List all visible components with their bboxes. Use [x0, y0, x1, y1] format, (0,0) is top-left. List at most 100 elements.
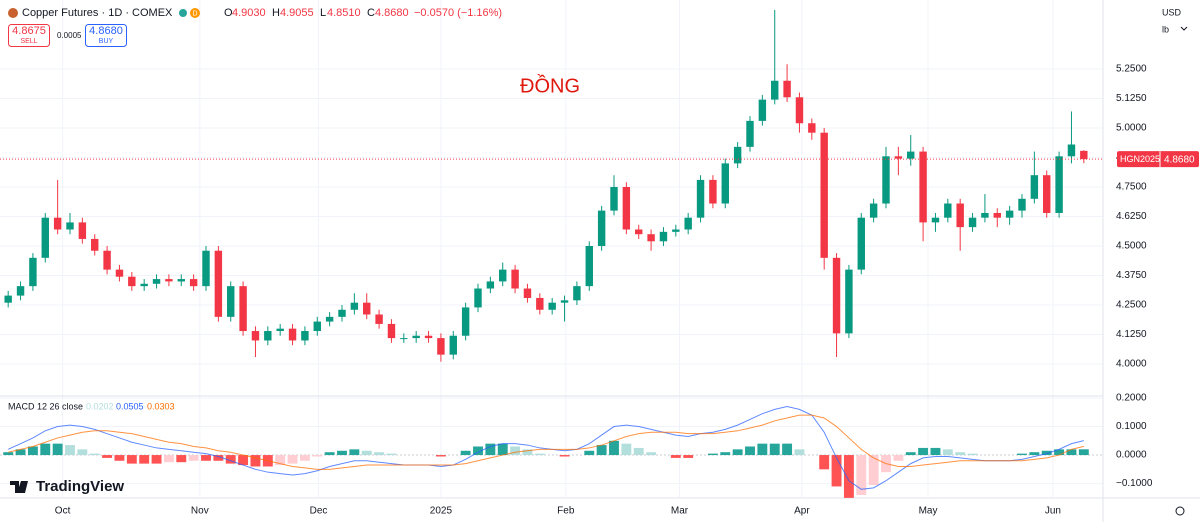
- candle-body: [956, 203, 964, 228]
- candle-body: [115, 269, 124, 277]
- candle-body: [338, 309, 346, 317]
- candle-body: [91, 238, 99, 251]
- candle-body: [499, 269, 507, 282]
- candle-body: [412, 335, 420, 339]
- candle-body: [140, 283, 148, 287]
- macd-tick-label: 0.1000: [1116, 421, 1147, 432]
- low-value: 4.8510: [327, 7, 361, 19]
- candle-body: [573, 286, 581, 301]
- histogram-bar: [435, 455, 446, 457]
- candle-body: [919, 151, 927, 223]
- close-value: 4.8680: [375, 7, 409, 19]
- histogram-bar: [559, 455, 570, 457]
- histogram-bar: [201, 455, 211, 461]
- candle-body: [227, 286, 235, 317]
- x-tick-label: Oct: [55, 506, 71, 517]
- candle-body: [548, 302, 556, 310]
- candle-body: [696, 179, 705, 218]
- candle-body: [622, 186, 631, 230]
- histogram-bar: [52, 443, 63, 456]
- sell-label: SELL: [20, 38, 37, 45]
- histogram-bar: [225, 455, 236, 464]
- x-tick-label: Feb: [557, 506, 575, 517]
- histogram-bar: [485, 443, 496, 456]
- histogram-bar: [176, 455, 187, 463]
- histogram-bar: [126, 455, 137, 464]
- settings-icon[interactable]: [1175, 506, 1185, 516]
- unit-caret: [1180, 26, 1188, 31]
- macd-tick-label: 0.2000: [1116, 393, 1147, 404]
- candle-body: [177, 279, 185, 282]
- brand-logo: [10, 481, 28, 493]
- sell-price: 4.8675: [12, 25, 46, 37]
- candle-body: [672, 229, 680, 232]
- histogram-bar: [361, 450, 372, 456]
- candle-body: [387, 323, 396, 339]
- y-tick-label: 5.1250: [1116, 93, 1147, 104]
- candle-body: [869, 203, 878, 218]
- candle-body: [1018, 198, 1026, 211]
- histogram-bar: [65, 445, 75, 456]
- macd-line: [8, 414, 1084, 470]
- histogram-bar: [831, 455, 842, 487]
- histogram-bar: [77, 449, 88, 456]
- histogram-bar: [534, 453, 545, 456]
- c-label: C: [367, 7, 375, 19]
- candle-body: [1005, 210, 1014, 218]
- sell-button[interactable]: [8, 24, 50, 47]
- candle-body: [152, 279, 161, 284]
- candle-body: [597, 210, 606, 247]
- candle-body: [165, 279, 173, 282]
- candle-body: [214, 250, 223, 317]
- histogram-bar: [275, 455, 286, 466]
- histogram-bar: [633, 447, 644, 456]
- candle-body: [560, 300, 569, 303]
- histogram-bar: [683, 455, 694, 458]
- badge: [190, 8, 200, 18]
- histogram-bar: [1029, 452, 1040, 456]
- histogram-bar: [782, 443, 793, 456]
- y-tick-label: 4.1250: [1116, 329, 1147, 340]
- histogram-bar: [794, 449, 805, 456]
- candle-body: [461, 307, 470, 336]
- candle-body: [857, 217, 865, 270]
- symbol-icon: [8, 8, 18, 18]
- macd-tick-label: 0.0000: [1116, 450, 1147, 461]
- histogram-bar: [646, 452, 657, 456]
- symbol: Copper Futures · 1D · COMEX: [22, 7, 173, 19]
- histogram-bar: [1078, 449, 1089, 456]
- histogram-bar: [386, 453, 397, 456]
- high-value: 4.9055: [280, 7, 314, 19]
- y-tick-label: 5.0000: [1116, 123, 1147, 134]
- brand: TradingView: [36, 478, 124, 495]
- candle-body: [29, 257, 37, 287]
- candle-body: [325, 316, 334, 322]
- histogram-bar: [905, 452, 916, 456]
- buy-button[interactable]: [85, 24, 127, 47]
- candle-body: [1043, 175, 1051, 213]
- histogram-bar: [238, 455, 249, 466]
- candle-body: [41, 217, 49, 258]
- candle-body: [709, 179, 717, 204]
- macd-tick-label: −0.1000: [1116, 478, 1153, 489]
- y-tick-label: 4.0000: [1116, 359, 1147, 370]
- candle-body: [832, 257, 841, 334]
- annotation: ĐỒNG: [520, 73, 580, 97]
- candle-body: [400, 338, 408, 340]
- candle-body: [66, 222, 74, 230]
- unit[interactable]: lb: [1162, 24, 1169, 34]
- status-dot: [179, 9, 187, 17]
- candle-body: [771, 80, 779, 100]
- candle-body: [610, 186, 618, 211]
- histogram-bar: [114, 455, 125, 461]
- histogram-bar: [609, 440, 619, 456]
- histogram-bar: [89, 453, 100, 456]
- histogram-bar: [942, 449, 953, 456]
- histogram-bar: [102, 455, 113, 458]
- candle-body: [536, 297, 544, 310]
- currency[interactable]: USD: [1162, 7, 1182, 17]
- histogram-bar: [3, 452, 14, 456]
- price-tag-value: 4.8680: [1164, 154, 1195, 165]
- histogram-bar: [1017, 453, 1027, 456]
